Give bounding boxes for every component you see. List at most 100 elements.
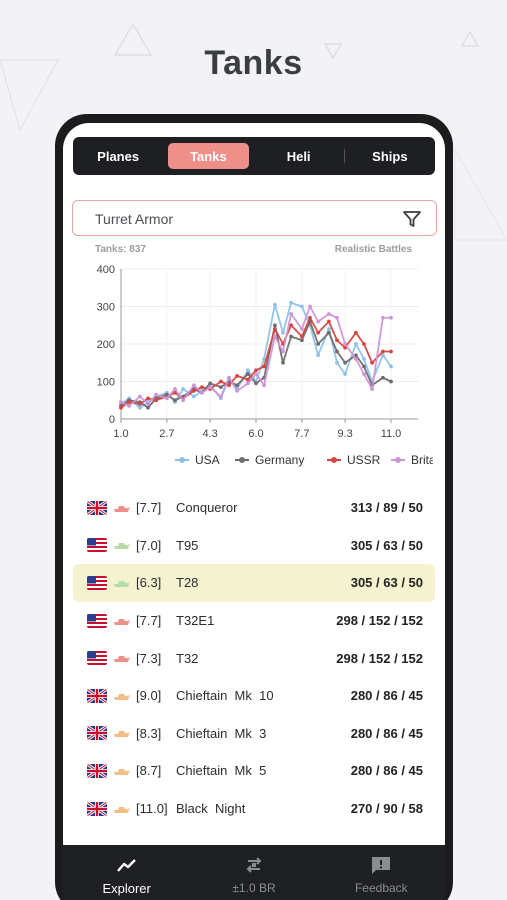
- armor-chart: 0 100 200 300 400 1.0 2.7 4.3 6.0 7.7 9.3 11.0 USA Ge…: [97, 264, 433, 467]
- data-point: [246, 372, 250, 376]
- tank-row[interactable]: [9.0] Chieftain Mk 10 280 / 86 / 45: [73, 677, 435, 715]
- data-point: [127, 400, 131, 405]
- data-point: [300, 334, 304, 339]
- battle-rating: [9.0]: [136, 688, 162, 704]
- data-point: [281, 349, 285, 354]
- y-tick-label: 100: [97, 377, 115, 389]
- category-tabs: Planes Tanks Heli Ships: [73, 137, 435, 175]
- tank-row[interactable]: [8.7] Chieftain Mk 5 280 / 86 / 45: [73, 752, 435, 790]
- battle-rating: [7.3]: [136, 650, 162, 666]
- data-point: [335, 315, 339, 320]
- data-point: [335, 349, 339, 354]
- y-tick-label: 400: [97, 264, 115, 276]
- data-point: [335, 338, 339, 343]
- data-point: [246, 381, 250, 386]
- data-point: [235, 373, 240, 378]
- data-point: [300, 338, 304, 343]
- data-point: [316, 342, 320, 346]
- bottom-nav: Explorer ±1.0 BR Feedback: [63, 845, 445, 900]
- tab-heli[interactable]: Heli: [286, 148, 311, 164]
- data-point: [327, 327, 331, 331]
- data-point: [219, 379, 223, 384]
- data-point: [327, 319, 331, 324]
- legend-marker-dot: [239, 457, 245, 463]
- legend-label: Germany: [255, 453, 304, 467]
- country-flag-icon: [87, 726, 107, 741]
- country-flag-icon: [87, 500, 107, 515]
- data-point: [219, 385, 223, 390]
- data-point: [173, 387, 177, 391]
- data-point: [289, 312, 293, 316]
- data-point: [200, 390, 204, 395]
- data-point: [173, 398, 177, 403]
- x-tick-label: 9.3: [337, 428, 352, 440]
- data-point: [227, 383, 231, 388]
- data-point: [362, 364, 366, 369]
- battle-rating: [7.7]: [136, 500, 162, 516]
- data-point: [146, 396, 150, 401]
- y-tick-label: 300: [97, 302, 115, 314]
- data-point: [362, 372, 366, 376]
- data-point: [254, 368, 258, 373]
- battle-rating: [8.7]: [136, 763, 162, 779]
- stat-selector[interactable]: [72, 200, 437, 236]
- nav-feedback-label: Feedback: [354, 881, 408, 895]
- data-point: [308, 304, 312, 309]
- tank-icon: [114, 656, 130, 663]
- filter-icon[interactable]: [402, 209, 422, 229]
- data-point: [289, 300, 293, 305]
- data-point: [370, 360, 374, 365]
- tank-icon: [114, 618, 130, 625]
- legend-marker-dot: [331, 457, 337, 463]
- data-point: [300, 304, 304, 309]
- battle-rating: [8.3]: [136, 725, 162, 741]
- country-flag-icon: [87, 688, 107, 703]
- nav-br-range[interactable]: ±1.0 BR: [190, 845, 317, 900]
- swap-icon: [246, 857, 262, 873]
- stat-selector-input[interactable]: [95, 209, 385, 229]
- y-tick-label: 0: [109, 414, 115, 426]
- tank-row[interactable]: [7.7] T32E1 298 / 152 / 152: [73, 602, 435, 640]
- data-point: [262, 364, 266, 369]
- data-point: [235, 388, 240, 393]
- data-point: [138, 405, 142, 410]
- tank-name: Chieftain Mk 3: [176, 725, 267, 741]
- data-point: [192, 388, 196, 393]
- x-tick-label: 4.3: [202, 428, 217, 440]
- tank-name: Black Night: [176, 801, 246, 817]
- data-point: [327, 312, 331, 316]
- tab-planes[interactable]: Planes: [97, 148, 140, 164]
- country-flag-icon: [87, 538, 107, 553]
- data-point: [200, 385, 204, 390]
- nav-explorer[interactable]: Explorer: [63, 845, 190, 900]
- tank-row[interactable]: [6.3] T28 305 / 63 / 50: [73, 564, 435, 602]
- tank-row[interactable]: [8.3] Chieftain Mk 3 280 / 86 / 45: [73, 715, 435, 753]
- nav-br-range-label: ±1.0 BR: [232, 881, 276, 895]
- battle-rating: [7.7]: [136, 613, 162, 629]
- tank-icon: [114, 505, 130, 512]
- data-point: [208, 385, 212, 390]
- data-point: [146, 402, 150, 406]
- armor-values: 305 / 63 / 50: [350, 537, 423, 553]
- nav-feedback[interactable]: Feedback: [318, 845, 445, 900]
- data-point: [327, 330, 331, 335]
- tank-row[interactable]: [11.0] Black Night 270 / 90 / 58: [73, 790, 435, 828]
- battle-rating: [6.3]: [136, 575, 162, 591]
- tab-divider: [343, 149, 345, 163]
- tank-row[interactable]: [7.7] Conqueror 313 / 89 / 50: [73, 489, 435, 527]
- tank-icon: [114, 543, 130, 550]
- data-point: [381, 349, 385, 354]
- data-point: [254, 381, 258, 386]
- data-point: [192, 383, 196, 388]
- data-point: [273, 327, 277, 331]
- tab-tanks[interactable]: Tanks: [168, 143, 249, 169]
- legend-marker-dot: [395, 457, 401, 463]
- tab-ships[interactable]: Ships: [372, 148, 408, 164]
- battle-mode[interactable]: Realistic Battles: [334, 244, 412, 255]
- data-point: [343, 360, 347, 365]
- data-point: [362, 357, 366, 361]
- tank-row[interactable]: [7.0] T95 305 / 63 / 50: [73, 527, 435, 565]
- data-point: [273, 323, 277, 328]
- tank-row[interactable]: [7.3] T32 298 / 152 / 152: [73, 639, 435, 677]
- tank-name: Conqueror: [176, 500, 238, 516]
